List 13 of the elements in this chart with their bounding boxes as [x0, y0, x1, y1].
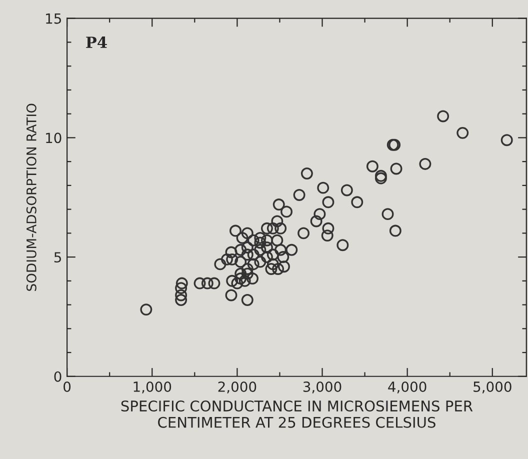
x-tick-label: 1,000	[134, 381, 172, 394]
y-tick-label: 10	[46, 132, 62, 144]
y-tick-label: 5	[54, 252, 61, 263]
x-tick-label: 5,000	[474, 381, 512, 394]
x-tick-label: 2,000	[218, 381, 256, 394]
y-tick-label: 0	[54, 371, 62, 382]
x-tick-label: 0	[64, 381, 71, 392]
y-tick-label: 15	[46, 14, 61, 24]
y-axis-title: SODIUM-ADSORPTION RATIO	[26, 104, 36, 291]
x-tick-label: 4,000	[388, 381, 426, 394]
annotation: P4	[86, 36, 107, 48]
x-axis-title: SPECIFIC CONDUCTANCE IN MICROSIEMENS PER CENTIMETER AT 25 DEGREES CELSIUS	[121, 400, 473, 428]
x-tick-label: 3,000	[303, 381, 342, 394]
